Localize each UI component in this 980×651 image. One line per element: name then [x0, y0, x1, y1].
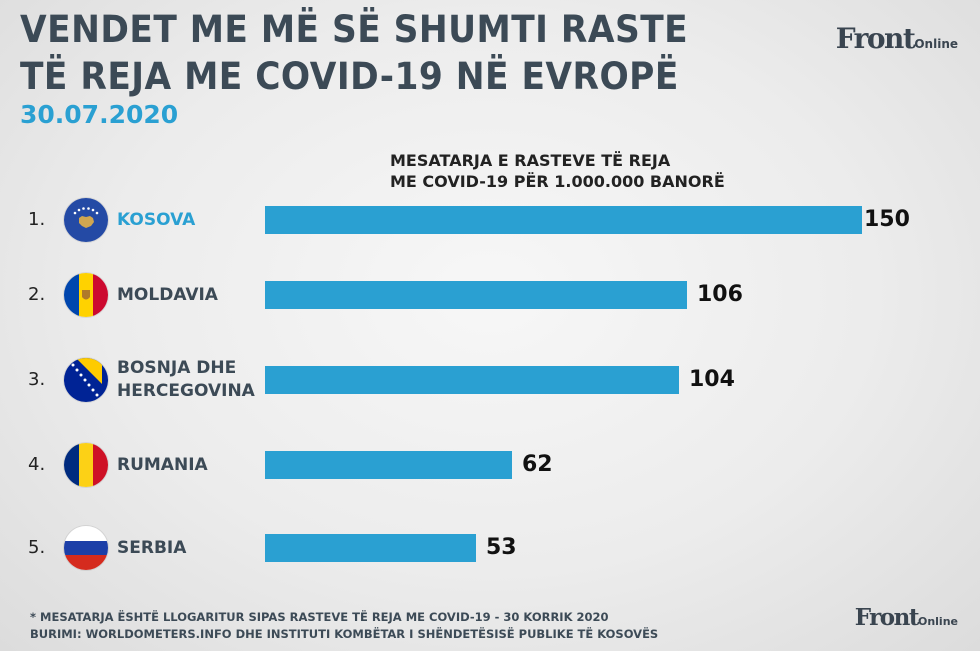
chart-date: 30.07.2020: [20, 100, 179, 129]
bosnia-flag-icon: [64, 358, 108, 402]
category-label: RUMANIA: [117, 454, 208, 475]
data-label: 150: [864, 207, 910, 232]
chart-row: 3. BOSNJA DHE HERCEGOVINA 104: [0, 350, 980, 410]
rank-label: 3.: [28, 369, 46, 390]
chart-row: 2. MOLDAVIA 106: [0, 265, 980, 325]
footer-note: * MESATARJA ËSHTË LLOGARITUR SIPAS RASTE…: [30, 610, 609, 624]
category-label: BOSNJA DHE HERCEGOVINA: [117, 358, 255, 401]
romania-flag-icon: [64, 443, 108, 487]
bar: [265, 534, 476, 562]
bar: [265, 366, 679, 394]
title-line-2: TË REJA ME COVID-19 NË EVROPË: [20, 55, 679, 98]
data-label: 104: [689, 367, 735, 392]
data-label: 62: [522, 452, 553, 477]
chart-subtitle: MESATARJA E RASTEVE TË REJA ME COVID-19 …: [390, 151, 725, 191]
rank-label: 4.: [28, 454, 46, 475]
footer: * MESATARJA ËSHTË LLOGARITUR SIPAS RASTE…: [30, 609, 658, 643]
chart-row: 5. SERBIA 53: [0, 518, 980, 578]
data-label: 53: [486, 535, 517, 560]
category-label: MOLDAVIA: [117, 284, 218, 305]
category-label: SERBIA: [117, 537, 187, 558]
chart-row: 4. RUMANIA 62: [0, 435, 980, 495]
footer-source: BURIMI: WORLDOMETERS.INFO DHE INSTITUTI …: [30, 627, 659, 641]
bar: [265, 281, 687, 309]
kosovo-flag-icon: [64, 198, 108, 242]
rank-label: 2.: [28, 284, 46, 305]
bar: [265, 206, 862, 234]
chart-title: VENDET ME MË SË SHUMTI RASTE TË REJA ME …: [20, 6, 688, 100]
front-online-logo: FrontOnline: [835, 22, 958, 55]
moldova-flag-icon: [64, 273, 108, 317]
title-line-1: VENDET ME MË SË SHUMTI RASTE: [20, 8, 689, 51]
front-online-logo-bottom: FrontOnline: [854, 604, 958, 631]
data-label: 106: [697, 282, 743, 307]
bar: [265, 451, 512, 479]
chart-row: 1. KOSOVA 150: [0, 190, 980, 250]
rank-label: 5.: [28, 537, 46, 558]
serbia-flag-icon: [64, 526, 108, 570]
rank-label: 1.: [28, 209, 46, 230]
category-label: KOSOVA: [117, 209, 196, 230]
